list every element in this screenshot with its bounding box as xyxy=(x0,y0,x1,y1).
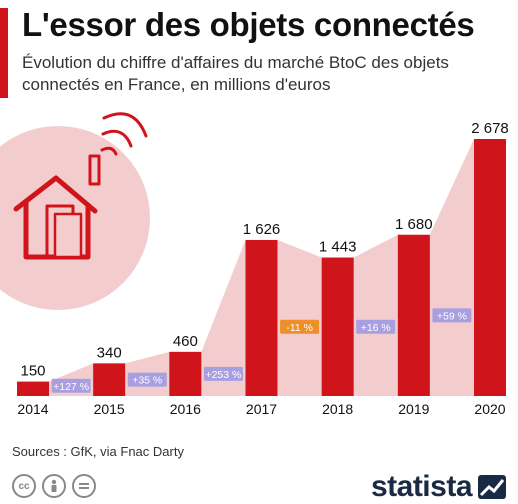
x-tick-2018: 2018 xyxy=(322,401,353,417)
x-tick-2019: 2019 xyxy=(398,401,429,417)
statista-logo-icon xyxy=(478,475,506,499)
value-label-2014: 150 xyxy=(20,363,45,380)
x-tick-2014: 2014 xyxy=(17,401,48,417)
value-labels-group: 150 340 460 1 626 1 443 1 680 2 678 xyxy=(20,120,508,380)
chart-title: L'essor des objets connectés xyxy=(22,6,475,43)
source-note: Sources : GfK, via Fnac Darty xyxy=(12,444,184,459)
value-label-2015: 340 xyxy=(97,344,122,361)
x-tick-2020: 2020 xyxy=(474,401,505,417)
bar-2015 xyxy=(93,363,126,396)
cc-icon[interactable]: cc xyxy=(12,474,36,498)
growth-badge-0 xyxy=(51,378,91,393)
connected-house-icon xyxy=(13,112,148,260)
bar-2017 xyxy=(245,239,278,396)
by-icon[interactable] xyxy=(42,474,66,498)
value-label-2017: 1 626 xyxy=(243,221,281,238)
x-tick-2015: 2015 xyxy=(94,401,125,417)
bar-2018 xyxy=(321,257,354,396)
x-tick-2017: 2017 xyxy=(246,401,277,417)
value-label-2018: 1 443 xyxy=(319,239,357,256)
growth-badge-4 xyxy=(356,319,396,334)
growth-badge-2 xyxy=(203,366,243,381)
chart-subtitle: Évolution du chiffre d'affaires du march… xyxy=(22,53,449,94)
bar-2016 xyxy=(169,351,202,396)
growth-label-3: -11 % xyxy=(286,322,313,334)
growth-label-2: +253 % xyxy=(205,369,241,381)
bar-2014 xyxy=(17,381,49,396)
license-icons: cc xyxy=(12,474,96,498)
statista-logo[interactable]: statista xyxy=(371,470,508,504)
brand-name: statista xyxy=(370,470,473,503)
title-accent-bar xyxy=(0,8,8,98)
bars-group xyxy=(17,139,506,396)
value-label-2019: 1 680 xyxy=(395,216,433,233)
growth-badge-3 xyxy=(280,319,320,334)
house-illustration xyxy=(0,112,150,310)
growth-label-1: +35 % xyxy=(132,375,162,387)
bar-chart: 150 340 460 1 626 1 443 1 680 2 678 +127 % +35 … xyxy=(0,112,509,417)
growth-badges-group: +127 % +35 % +253 % -11 % +16 % +59 % xyxy=(51,308,472,393)
value-label-2020: 2 678 xyxy=(471,120,509,137)
value-label-2016: 460 xyxy=(173,333,198,350)
growth-label-5: +59 % xyxy=(437,310,467,322)
bar-2020 xyxy=(474,139,506,396)
x-axis-ticks: 2014 2015 2016 2017 2018 2019 2020 xyxy=(17,401,505,417)
x-tick-2016: 2016 xyxy=(170,401,201,417)
growth-badge-1 xyxy=(127,372,167,387)
nd-icon[interactable] xyxy=(72,474,96,498)
growth-label-0: +127 % xyxy=(53,381,89,393)
bar-2019 xyxy=(397,234,430,396)
growth-badge-5 xyxy=(432,308,472,323)
growth-label-4: +16 % xyxy=(361,322,391,334)
